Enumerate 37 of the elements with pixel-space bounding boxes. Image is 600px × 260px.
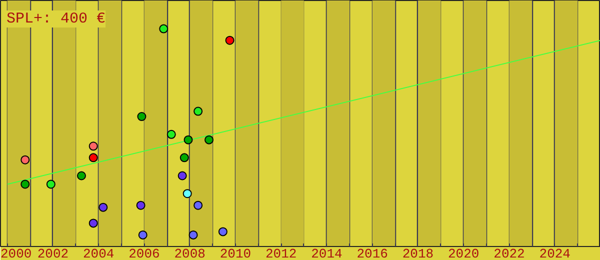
x-tick-label: 2016: [356, 246, 388, 260]
point: [20, 180, 30, 189]
point: [180, 153, 189, 162]
x-tick-label: 2018: [402, 246, 434, 260]
point: [136, 200, 146, 210]
x-tick-label: 2008: [174, 246, 206, 260]
point: [138, 230, 148, 240]
x-tick-label: 2022: [494, 246, 525, 260]
point: [178, 171, 187, 180]
point: [88, 142, 98, 151]
point: [76, 171, 86, 180]
x-tick-label: 2010: [220, 246, 252, 260]
point: [137, 112, 146, 122]
point: [194, 200, 203, 210]
point: [182, 189, 192, 198]
point: [88, 153, 98, 162]
point: [184, 135, 193, 144]
x-tick-label: 2012: [266, 246, 297, 260]
point: [225, 36, 234, 45]
x-tick-label: 2020: [448, 246, 480, 260]
point: [159, 24, 168, 34]
point: [88, 218, 98, 228]
x-tick-label: 2000: [0, 246, 32, 260]
x-tick-label: 2024: [539, 246, 571, 260]
x-tick-label: 2006: [128, 246, 160, 260]
x-tick-label: 2014: [311, 246, 343, 260]
point: [166, 130, 176, 139]
chart-title: SPL+: 400 €: [6, 10, 106, 28]
point: [20, 155, 30, 164]
point: [218, 227, 228, 236]
point: [194, 106, 203, 116]
point: [46, 180, 56, 189]
point: [98, 202, 108, 212]
point: [188, 230, 198, 240]
x-tick-label: 2004: [82, 246, 114, 260]
x-tick-label: 2002: [37, 246, 69, 260]
point: [204, 135, 214, 144]
